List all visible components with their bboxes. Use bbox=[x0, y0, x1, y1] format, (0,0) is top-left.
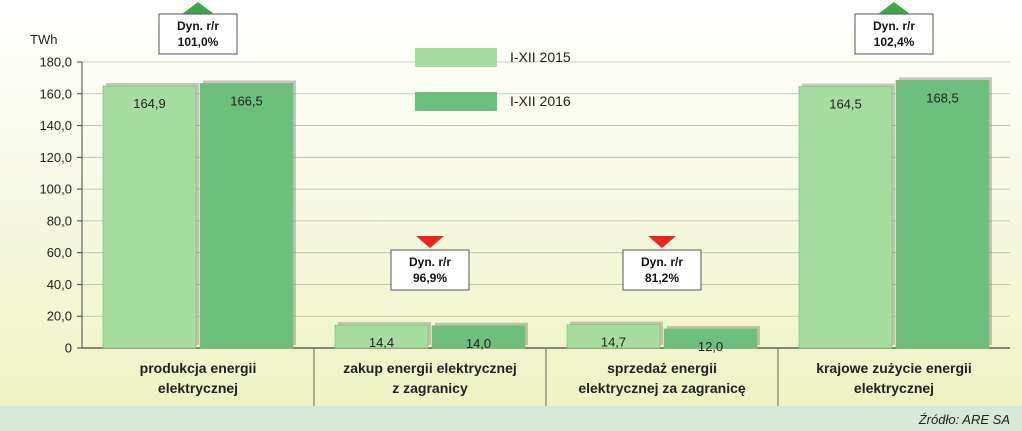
legend: I-XII 2015 I-XII 2016 bbox=[415, 48, 571, 111]
y-tick-label: 140,0 bbox=[39, 118, 72, 133]
legend-label: I-XII 2016 bbox=[510, 93, 571, 109]
bar-value-label: 164,9 bbox=[133, 96, 166, 111]
y-tick-label: 40,0 bbox=[47, 277, 72, 292]
bar bbox=[102, 85, 197, 349]
dynamics-down-arrow bbox=[648, 236, 676, 248]
dynamics-layer: Dyn. r/r 101,0% Dyn. r/r 96,9% Dyn. r/r 81,2%… bbox=[158, 2, 934, 291]
bar bbox=[431, 325, 526, 349]
dynamics-value: 96,9% bbox=[413, 271, 447, 285]
dynamics-title: Dyn. r/r bbox=[177, 19, 219, 33]
y-axis-unit-label: TWh bbox=[30, 32, 57, 47]
bar bbox=[199, 83, 294, 349]
category-label: zakup energii elektrycznej bbox=[343, 360, 517, 376]
bar bbox=[895, 79, 990, 349]
dynamics-value: 81,2% bbox=[645, 271, 679, 285]
bar-value-label: 12,0 bbox=[698, 339, 723, 354]
dynamics-box bbox=[158, 13, 238, 55]
legend-swatch bbox=[415, 48, 497, 67]
legend-swatch bbox=[415, 92, 497, 111]
dynamics-up-arrow bbox=[182, 2, 214, 14]
category-label: elektrycznej bbox=[854, 380, 934, 396]
bar-value-label: 168,5 bbox=[926, 90, 959, 105]
dynamics-box bbox=[854, 13, 934, 55]
bar bbox=[798, 86, 893, 349]
dynamics-value: 102,4% bbox=[874, 35, 915, 49]
y-tick-label: 160,0 bbox=[39, 86, 72, 101]
y-tick-label: 100,0 bbox=[39, 182, 72, 197]
bar-value-label: 164,5 bbox=[829, 97, 862, 112]
bar-value-label: 14,7 bbox=[601, 335, 626, 350]
y-tick-label: 120,0 bbox=[39, 150, 72, 165]
y-tick-label: 60,0 bbox=[47, 245, 72, 260]
bar-value-label: 14,0 bbox=[466, 336, 491, 351]
labels-layer: 164,9 166,5 produkcja energii elektrycznej 1… bbox=[133, 90, 972, 396]
dynamics-title: Dyn. r/r bbox=[641, 255, 683, 269]
dynamics-value: 101,0% bbox=[178, 35, 219, 49]
bars-layer bbox=[102, 77, 992, 349]
bar bbox=[566, 324, 661, 349]
y-tick-label: 0 bbox=[65, 341, 72, 356]
dynamics-box bbox=[390, 249, 470, 291]
y-tick-label: 80,0 bbox=[47, 213, 72, 228]
footer-band bbox=[0, 406, 1022, 431]
bar bbox=[663, 328, 758, 349]
category-label: produkcja energii bbox=[140, 360, 257, 376]
category-label: krajowe zużycie energii bbox=[816, 360, 972, 376]
category-label: elektrycznej za zagranicę bbox=[578, 380, 746, 396]
bar-value-label: 14,4 bbox=[369, 335, 394, 350]
source-note: Źródło: ARE SA bbox=[918, 412, 1010, 427]
dynamics-title: Dyn. r/r bbox=[873, 19, 915, 33]
bar-value-label: 166,5 bbox=[230, 93, 263, 108]
dynamics-box bbox=[622, 249, 702, 291]
dynamics-up-arrow bbox=[878, 2, 910, 14]
legend-label: I-XII 2015 bbox=[510, 49, 571, 65]
y-tick-label: 180,0 bbox=[39, 55, 72, 70]
dynamics-down-arrow bbox=[416, 236, 444, 248]
category-label: z zagranicy bbox=[392, 380, 468, 396]
dynamics-title: Dyn. r/r bbox=[409, 255, 451, 269]
bar bbox=[334, 324, 429, 349]
category-label: sprzedaż energii bbox=[607, 360, 717, 376]
y-tick-label: 20,0 bbox=[47, 309, 72, 324]
category-label: elektrycznej bbox=[158, 380, 238, 396]
